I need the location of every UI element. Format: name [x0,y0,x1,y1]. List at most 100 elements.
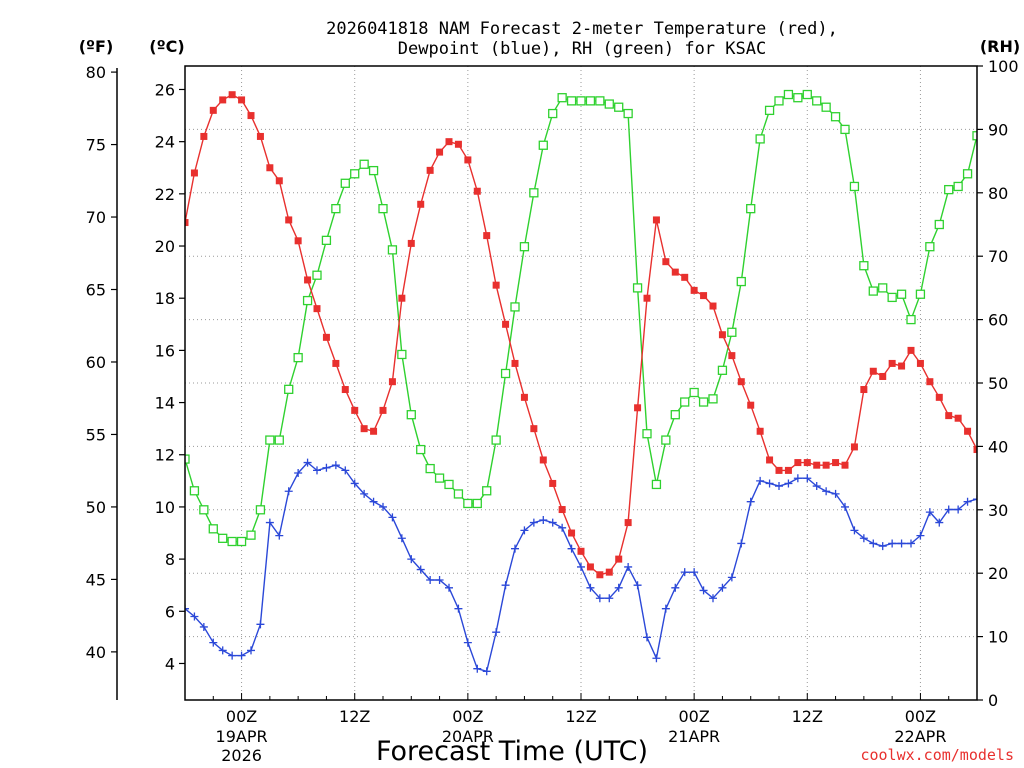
dewpoint-point [209,638,218,647]
rh-point [227,536,237,547]
temperature-point [945,412,953,420]
rh-point [368,165,379,176]
rh-point [189,486,200,496]
rh-point [557,93,567,103]
rh-point [302,295,313,306]
dewpoint-point [322,463,331,472]
dewpoint-point [218,646,227,655]
rh-point [698,397,709,407]
rh-point [840,124,850,135]
temperature-point [483,232,491,240]
celsius-tick-label: 14 [155,394,175,413]
rh-point [359,159,369,169]
rh-point [208,524,218,534]
dewpoint-point [765,479,774,488]
rh-point [642,429,652,439]
rh-point [406,410,416,420]
rh-point [915,289,926,299]
temperature-point [219,96,227,104]
dewpoint-point [897,539,906,548]
dewpoint-point [567,544,576,553]
temperature-point [775,466,783,474]
dewpoint-point [737,539,746,548]
temperature-point [832,459,840,467]
dewpoint-point [652,654,661,663]
rh-point [755,134,765,144]
rh-tick-label: 90 [988,120,1008,139]
rh-point [868,286,878,296]
dewpoint-point [963,497,972,506]
temperature-point [935,393,943,401]
rh-point [764,105,775,116]
temperature-point [304,276,312,284]
temperature-point [417,200,425,208]
rh-point [812,96,822,106]
celsius-axis: 4 6 8 10 12 14 16 18 20 22 24 26 [155,80,185,673]
temperature-point [530,425,538,433]
dewpoint-point [303,458,312,467]
temperature-point [426,166,434,174]
temperature-point [351,406,359,414]
celsius-unit-label: (ºC) [149,37,184,56]
dewpoint-point [812,482,821,491]
rh-point [953,181,963,192]
rh-point [717,365,728,375]
rh-point [896,289,907,299]
rh-point [670,410,680,420]
rh-point [793,93,803,103]
rh-point [944,184,954,195]
rh-tick-label: 70 [988,247,1008,266]
rh-point [821,102,831,112]
temperature-point [784,466,792,474]
rh-point [680,397,690,407]
dewpoint-point [190,612,199,621]
temperature-point [973,446,977,454]
dewpoint-point [185,604,189,613]
dewpoint-point [265,518,274,527]
rh-point [472,498,482,509]
dewpoint-point [237,651,246,660]
temperature-point [190,169,198,177]
dewpoint-point [275,531,284,540]
celsius-tick-label: 4 [165,654,175,673]
dewpoint-point [539,515,548,524]
temperature-point [916,359,924,367]
rh-tick-label: 20 [988,564,1008,583]
rh-point [387,245,398,255]
temperature-point [539,456,547,464]
temperature-point [747,401,755,409]
celsius-tick-label: 20 [155,237,175,256]
temperature-point [492,281,500,289]
x-tick-date: 21APR [668,727,720,746]
rh-point [774,96,784,106]
temperature-point [436,148,444,156]
temperature-point [520,393,528,401]
temperature-point [926,378,934,386]
rh-point [265,435,275,445]
x-tick-label: 12Z [792,707,823,726]
rh-point [463,498,473,509]
dewpoint-point [520,526,529,535]
series-dewpoint [185,458,977,676]
x-tick-date: 22APR [894,727,946,746]
temperature-point [502,320,510,328]
dewpoint-point [199,622,208,631]
temperature-point [200,132,208,140]
temperature-point [332,359,340,367]
rh-tick-label: 30 [988,501,1008,520]
rh-point [293,352,303,363]
rh-point [218,533,228,543]
dewpoint-point [407,555,416,564]
dewpoint-point [756,476,765,485]
dewpoint-point [803,474,812,483]
dewpoint-point [954,505,963,514]
rh-point [566,96,577,106]
rh-point [500,368,511,379]
rh-point [185,454,190,464]
dewpoint-point [454,604,463,613]
temperature-point [568,529,576,537]
dewpoint-point [586,583,595,592]
rh-point [378,203,388,214]
dewpoint-point [548,518,557,527]
